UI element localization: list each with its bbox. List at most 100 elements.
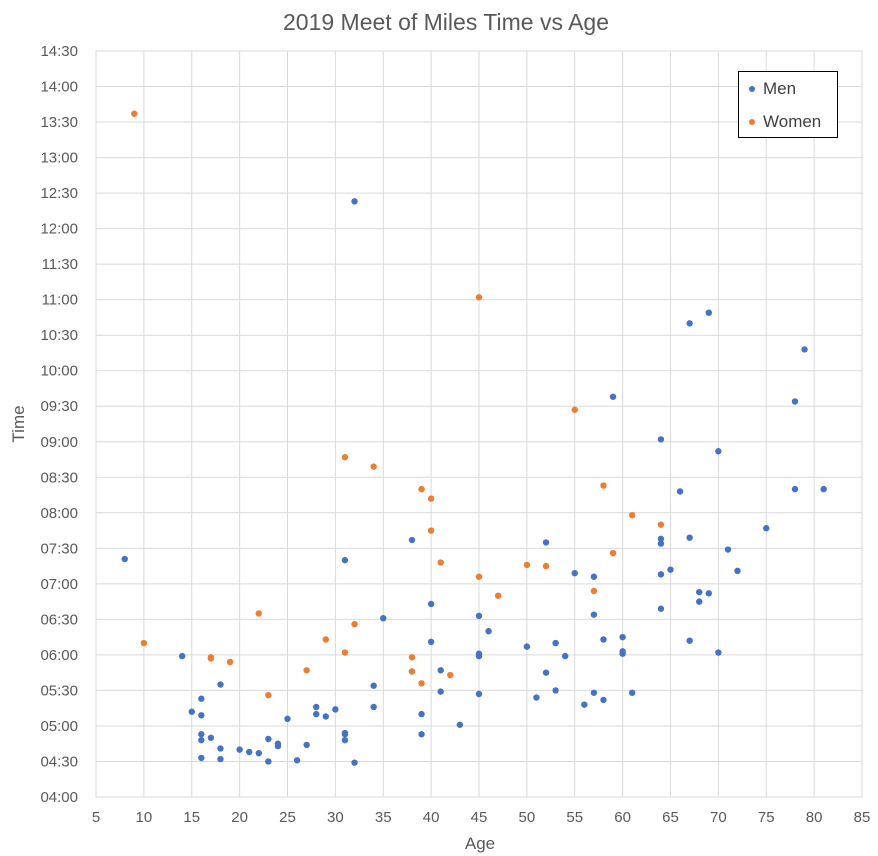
data-point-men [686, 534, 693, 541]
data-point-men [303, 741, 310, 749]
data-point-men [657, 436, 665, 443]
data-point-men [657, 571, 665, 578]
y-tick-label: 08:00 [40, 505, 78, 522]
data-point-men [715, 448, 722, 455]
data-point-men [552, 687, 559, 694]
x-tick-label: 50 [519, 809, 536, 826]
y-tick-label: 05:30 [40, 682, 78, 699]
y-tick-label: 13:30 [40, 114, 78, 131]
data-point-men [667, 566, 674, 573]
legend-entry-men: Men [749, 78, 796, 100]
data-point-men [820, 485, 827, 493]
data-point-men [475, 652, 483, 660]
y-tick-label: 10:00 [40, 363, 78, 380]
x-tick-label: 80 [806, 809, 823, 826]
data-point-men [552, 639, 559, 647]
data-point-women [408, 668, 416, 675]
data-point-men [341, 736, 349, 744]
data-point-men [427, 638, 435, 646]
data-point-women [418, 680, 425, 687]
data-point-women [523, 561, 531, 569]
legend-label-women: Women [763, 112, 822, 131]
data-point-women [408, 654, 416, 661]
data-point-men [581, 701, 588, 708]
chart-title: 2019 Meet of Miles Time vs Age [283, 9, 609, 35]
data-point-men [293, 757, 301, 764]
data-point-men [791, 398, 799, 405]
data-point-men [341, 556, 349, 564]
data-point-women [341, 453, 349, 461]
data-point-men [246, 748, 253, 756]
data-point-women [437, 559, 444, 566]
data-point-men [705, 590, 712, 597]
y-tick-label: 04:30 [40, 753, 78, 770]
y-tick-label: 13:00 [40, 150, 78, 167]
axes: 5 10 15 20 25 30 35 40 45 50 55 60 65 70 75 80 85 04:00 04… [40, 43, 870, 826]
data-point-men [619, 633, 626, 641]
data-point-men [322, 713, 329, 720]
data-point-men [380, 614, 387, 622]
data-point-men [370, 703, 377, 711]
data-point-men [542, 539, 550, 546]
data-point-women [255, 610, 262, 617]
y-tick-label: 12:00 [40, 221, 78, 238]
data-point-women [370, 463, 377, 470]
y-tick-label: 08:30 [40, 469, 78, 486]
data-point-men [427, 600, 435, 608]
data-point-women [542, 562, 550, 570]
x-tick-label: 35 [375, 809, 392, 826]
data-point-men [475, 612, 483, 620]
data-point-women [418, 485, 425, 493]
x-axis-title: Age [465, 834, 495, 853]
y-tick-label: 12:30 [40, 185, 78, 202]
data-point-men [188, 708, 195, 715]
data-point-men [217, 681, 224, 688]
y-tick-label: 04:00 [40, 789, 78, 806]
data-point-women [322, 636, 329, 643]
data-point-men [590, 611, 598, 618]
y-tick-label: 05:00 [40, 718, 78, 735]
data-point-women [265, 691, 272, 699]
data-point-men [198, 731, 205, 738]
data-point-men [609, 393, 617, 400]
data-point-men [734, 567, 741, 575]
data-point-men [284, 715, 291, 723]
data-point-men [265, 735, 272, 743]
data-point-women [226, 658, 234, 666]
data-point-men [370, 682, 377, 689]
y-tick-label: 14:30 [40, 43, 78, 60]
data-point-men [341, 731, 349, 738]
data-points [121, 110, 827, 766]
data-point-men [600, 636, 607, 643]
data-point-women [427, 527, 435, 534]
data-point-women [140, 639, 148, 647]
legend-entry-women: Women [749, 111, 821, 133]
data-point-men [198, 712, 205, 719]
data-point-women [475, 573, 483, 580]
data-point-men [724, 546, 732, 553]
data-point-men [485, 628, 492, 635]
data-point-women [427, 495, 435, 502]
y-tick-label: 06:00 [40, 647, 78, 664]
y-tick-label: 09:00 [40, 434, 78, 451]
data-point-men [600, 696, 607, 704]
data-point-men [332, 706, 339, 713]
data-point-men [207, 734, 215, 741]
data-point-men [351, 759, 358, 766]
x-tick-label: 70 [710, 809, 727, 826]
data-point-men [198, 695, 205, 702]
data-point-men [198, 736, 205, 744]
y-tick-label: 11:30 [42, 256, 78, 273]
data-point-women [207, 655, 215, 662]
data-point-men [475, 690, 483, 698]
data-point-women [657, 521, 665, 528]
data-point-men [705, 309, 712, 316]
data-point-men [533, 694, 540, 701]
data-point-men [696, 588, 703, 596]
data-point-women [494, 592, 502, 599]
data-point-women [590, 587, 598, 595]
legend-label-men: Men [763, 79, 797, 98]
data-point-men [351, 198, 358, 205]
data-point-women [571, 406, 578, 413]
